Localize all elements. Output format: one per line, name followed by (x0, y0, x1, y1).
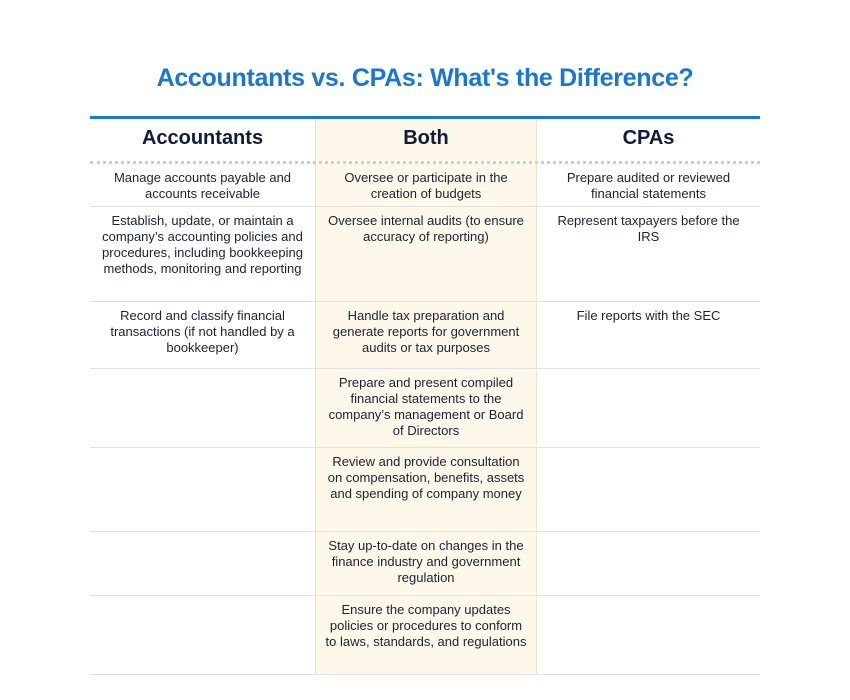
page-title: Accountants vs. CPAs: What's the Differe… (156, 64, 694, 92)
table-row: Review and provide consultation on compe… (90, 448, 760, 532)
cell-accountants (90, 448, 315, 531)
cell-both: Stay up-to-date on changes in the financ… (315, 532, 537, 595)
table-row: Stay up-to-date on changes in the financ… (90, 532, 760, 596)
table-row: Prepare and present compiled financial s… (90, 369, 760, 448)
table-header: Accountants Both CPAs (90, 119, 760, 164)
table-row: Record and classify financial transactio… (90, 302, 760, 369)
cell-cpas (537, 532, 760, 595)
cell-accountants: Record and classify financial transactio… (110, 308, 295, 355)
cell-cpas: Prepare audited or reviewed financial st… (566, 170, 731, 201)
header-cpas: CPAs (622, 127, 675, 149)
table-row: Establish, update, or maintain a company… (90, 207, 760, 302)
cell-both: Oversee internal audits (to ensure accur… (315, 207, 537, 301)
header-both: Both (315, 119, 537, 161)
cell-cpas: File reports with the SEC (576, 308, 721, 323)
cell-cpas: Represent taxpayers before the IRS (557, 213, 740, 244)
comparison-table: Accountants Both CPAs Manage accounts pa… (90, 116, 760, 675)
cell-cpas (537, 369, 760, 447)
cell-cpas (537, 596, 760, 674)
cell-accountants (90, 532, 315, 595)
cell-accountants: Establish, update, or maintain a company… (102, 213, 303, 276)
cell-both: Ensure the company updates policies or p… (315, 596, 537, 674)
cell-accountants: Manage accounts payable and accounts rec… (113, 170, 292, 201)
cell-cpas (537, 448, 760, 531)
cell-both: Oversee or participate in the creation o… (315, 164, 537, 206)
table-row: Manage accounts payable and accounts rec… (90, 164, 760, 207)
cell-both: Handle tax preparation and generate repo… (315, 302, 537, 368)
table-row: Ensure the company updates policies or p… (90, 596, 760, 675)
cell-accountants (90, 596, 315, 674)
cell-both: Prepare and present compiled financial s… (315, 369, 537, 447)
cell-both: Review and provide consultation on compe… (315, 448, 537, 531)
cell-accountants (90, 369, 315, 447)
header-accountants: Accountants (141, 127, 264, 149)
